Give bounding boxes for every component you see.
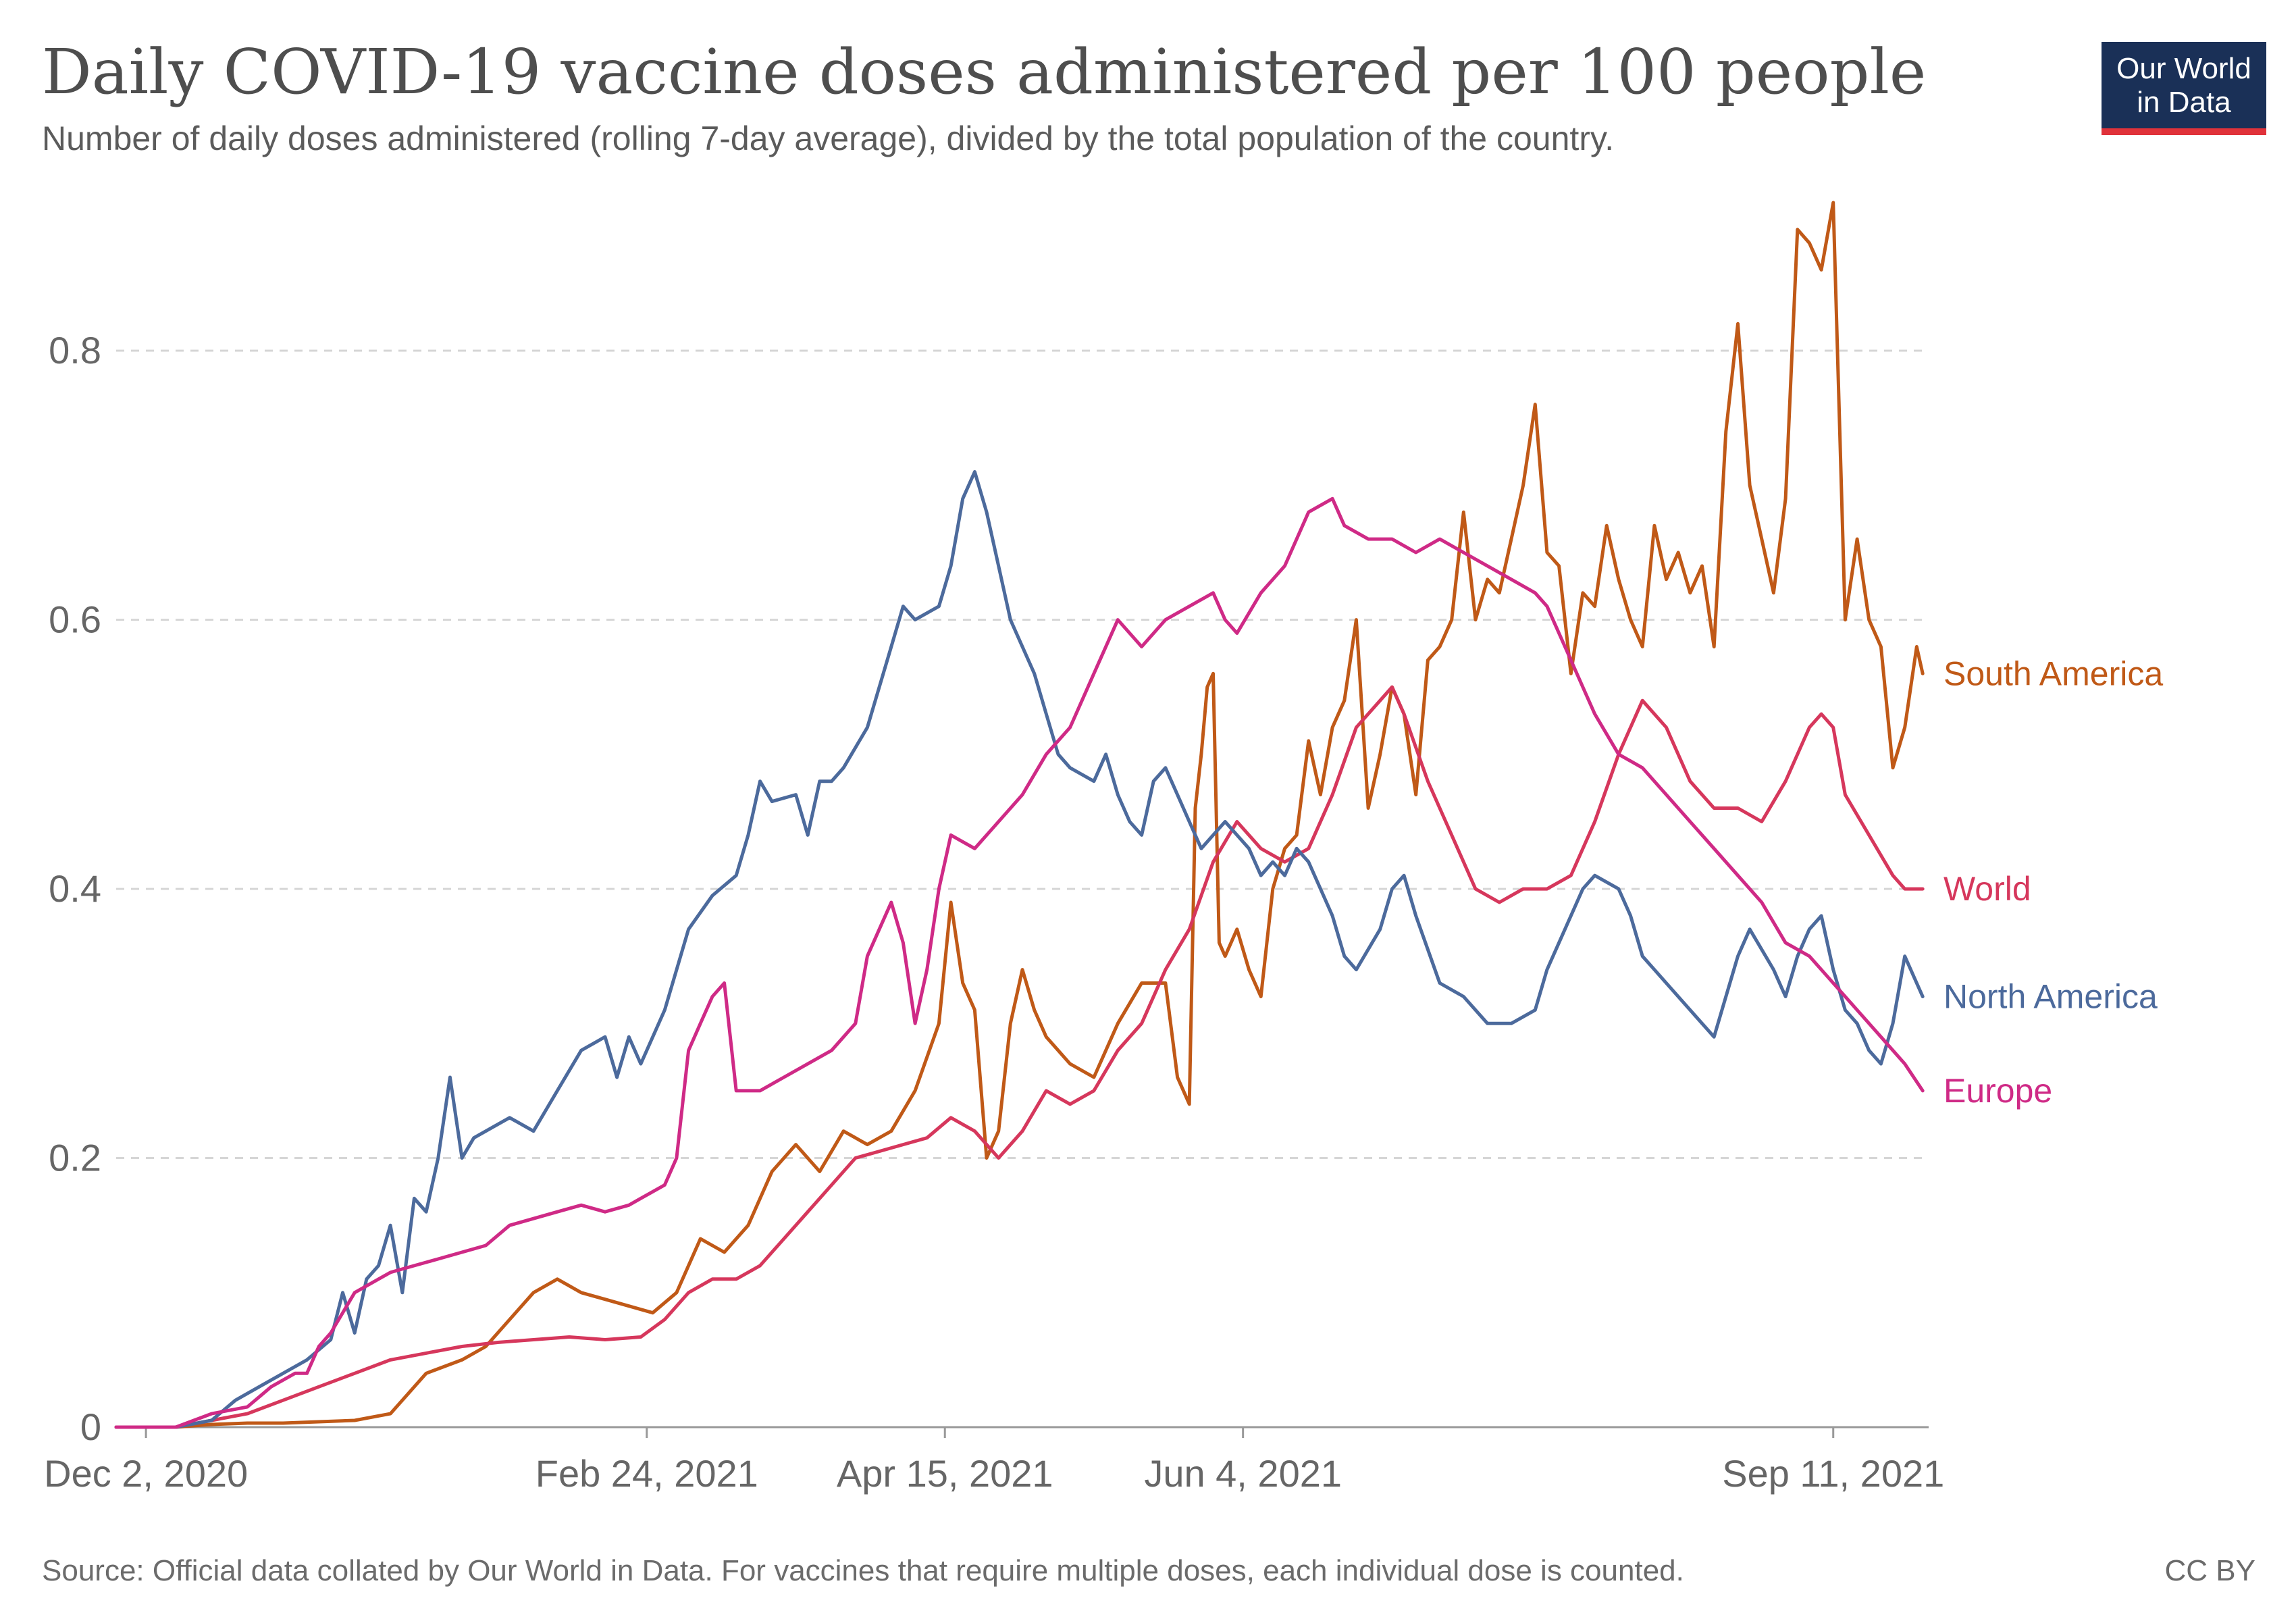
x-tick-label: Dec 2, 2020: [44, 1452, 248, 1495]
y-tick-label: 0.2: [49, 1137, 101, 1179]
series-line-south-america[interactable]: [114, 201, 1925, 1429]
x-tick-label: Apr 15, 2021: [837, 1452, 1053, 1495]
source-note: Source: Official data collated by Our Wo…: [42, 1554, 1684, 1587]
series-label-south-america: South America: [1943, 654, 2163, 692]
chart-title: Daily COVID-19 vaccine doses administere…: [42, 36, 1926, 108]
y-tick-label: 0.6: [49, 598, 101, 641]
logo-background: [2102, 42, 2266, 128]
license-label[interactable]: CC BY: [2165, 1554, 2255, 1587]
series-labels: South America World North America Europe: [1943, 654, 2163, 1110]
x-axis: Dec 2, 2020 Feb 24, 2021 Apr 15, 2021 Jun 4…: [44, 1426, 1944, 1495]
series-lines: [114, 201, 1925, 1429]
gridlines: [116, 349, 1929, 1160]
y-tick-label: 0: [80, 1406, 101, 1448]
y-tick-label: 0.4: [49, 867, 101, 910]
series-label-europe: Europe: [1943, 1072, 2052, 1110]
logo-line-2: in Data: [2137, 86, 2231, 119]
owid-logo[interactable]: Our World in Data: [2102, 42, 2266, 135]
x-tick-label: Jun 4, 2021: [1144, 1452, 1342, 1495]
logo-line-1: Our World: [2116, 52, 2251, 85]
series-line-world[interactable]: [114, 685, 1925, 1429]
series-label-world: World: [1943, 870, 2031, 908]
y-tick-label: 0.8: [49, 329, 101, 371]
logo-accent-bar: [2102, 128, 2266, 135]
x-tick-label: Feb 24, 2021: [536, 1452, 758, 1495]
series-label-north-america: North America: [1943, 977, 2158, 1015]
series-line-north-america[interactable]: [114, 470, 1925, 1429]
chart-subtitle: Number of daily doses administered (roll…: [42, 120, 1614, 157]
series-line-europe[interactable]: [114, 496, 1925, 1429]
x-tick-label: Sep 11, 2021: [1722, 1452, 1944, 1495]
y-axis: 0 0.2 0.4 0.6 0.8: [49, 329, 101, 1448]
